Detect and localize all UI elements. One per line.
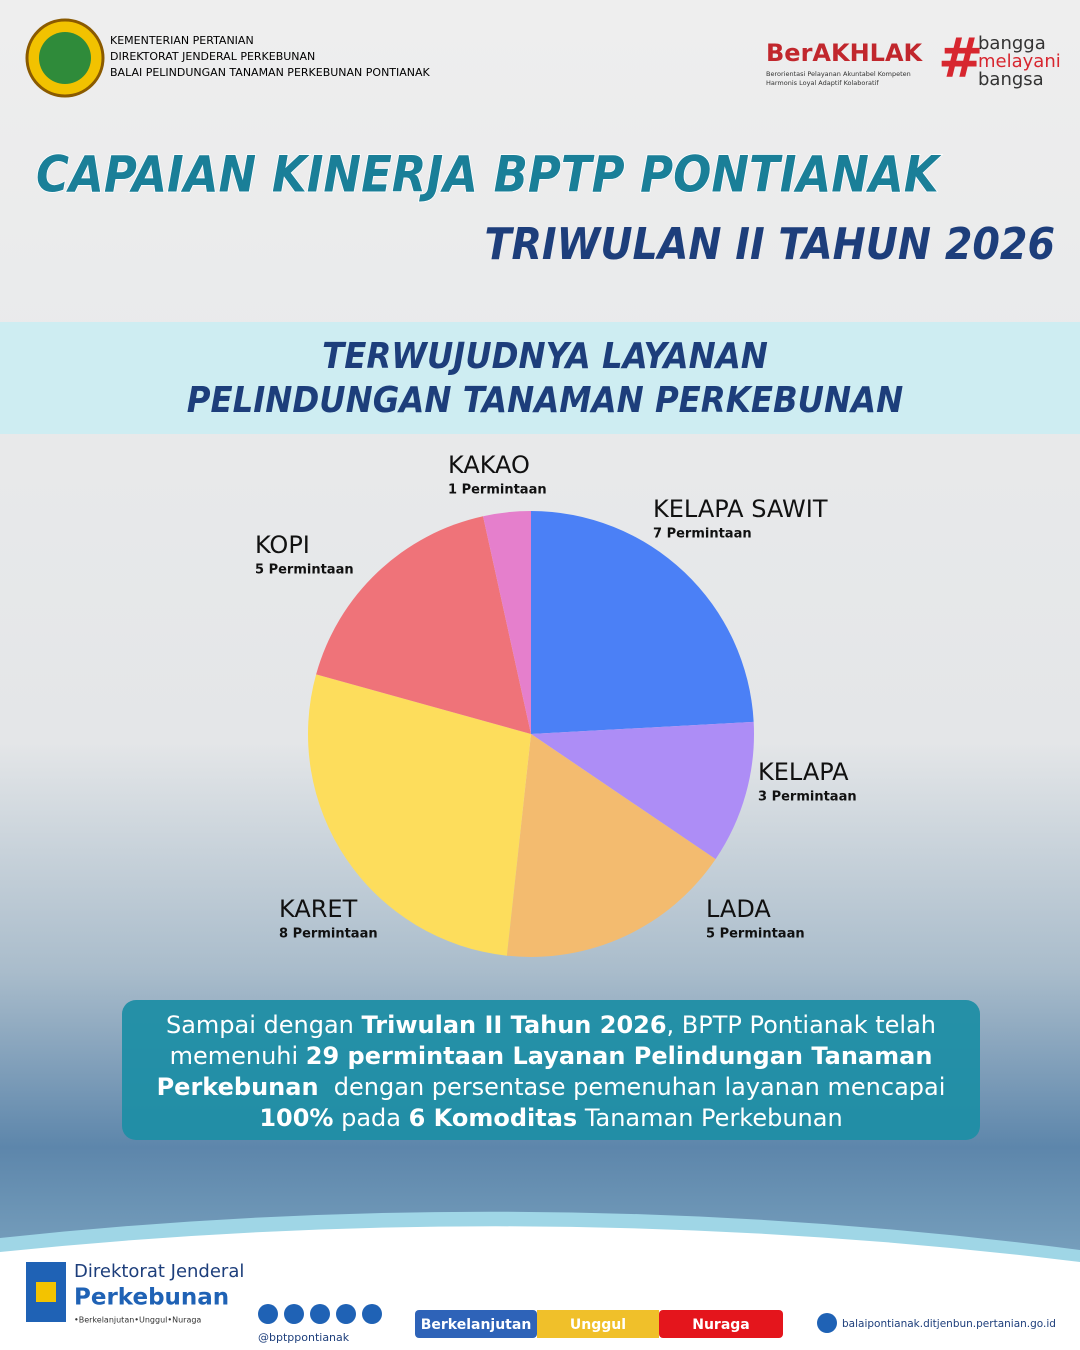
web-icon <box>817 1313 837 1333</box>
summary-line: Perkebunan dengan persentase pemenuhan l… <box>157 1073 946 1101</box>
icon[interactable] <box>310 1304 330 1324</box>
value-text: Unggul <box>570 1317 626 1333</box>
value-pill <box>537 1310 659 1338</box>
icon[interactable] <box>258 1304 278 1324</box>
summary-line: memenuhi 29 permintaan Layanan Pelindung… <box>170 1042 933 1070</box>
slice-value-label: 7 Permintaan <box>653 527 752 542</box>
slice-value-label: 5 Permintaan <box>255 563 354 578</box>
berakhlak: BerAKHLAK <box>766 39 924 67</box>
pie-slice <box>531 721 754 860</box>
icon[interactable] <box>336 1304 356 1324</box>
pie-slice <box>531 511 754 734</box>
value-pill <box>415 1310 537 1338</box>
slice-value-label: 3 Permintaan <box>758 790 857 805</box>
summary-line: 100% pada 6 Komoditas Tanaman Perkebunan <box>259 1104 842 1132</box>
handle: @bptppontianak <box>258 1331 350 1344</box>
summary-segment: , BPTP Pontianak telah <box>667 1011 936 1039</box>
icon[interactable] <box>284 1304 304 1324</box>
pie-slice <box>307 674 531 956</box>
org-tagline: •Berkelanjutan•Unggul•Nuraga <box>74 1316 201 1325</box>
footer-wave <box>0 1211 1080 1262</box>
slice-label: KARET <box>279 895 358 923</box>
slice-value-label: 8 Permintaan <box>279 927 378 942</box>
ministry-line: KEMENTERIAN PERTANIAN <box>110 34 254 47</box>
ministry-line: BALAI PELINDUNGAN TANAMAN PERKEBUNAN PON… <box>110 66 431 79</box>
value-text: Nuraga <box>692 1317 750 1333</box>
website: balaipontianak.ditjenbun.pertanian.go.id <box>842 1318 1056 1330</box>
org-name: Perkebunan <box>74 1285 229 1311</box>
summary-segment: Triwulan II Tahun 2026 <box>362 1011 667 1039</box>
title: CAPAIAN KINERJA BPTP PONTIANAK <box>36 146 942 204</box>
value-pill <box>659 1310 783 1338</box>
summary-segment: dengan persentase pemenuhan layanan menc… <box>319 1073 946 1101</box>
summary-segment: Sampai dengan <box>166 1011 362 1039</box>
slogan: bangga <box>978 33 1046 54</box>
summary-segment: Perkebunan <box>157 1073 319 1101</box>
slice-label: KELAPA <box>758 758 849 786</box>
slice-label: LADA <box>706 895 771 923</box>
slogan: melayani <box>978 51 1061 72</box>
ministry-line: DIREKTORAT JENDERAL PERKEBUNAN <box>110 50 315 63</box>
section-heading: PELINDUNGAN TANAMAN PERKEBUNAN <box>187 380 903 421</box>
pie-chart: KELAPA SAWIT 7 Permintaan KELAPA 3 Perminta… <box>255 451 857 958</box>
hash: # <box>938 27 983 90</box>
summary-box <box>122 1000 980 1140</box>
slice-label: KAKAO <box>448 451 530 479</box>
value-text: Berkelanjutan <box>421 1317 532 1333</box>
subtitle: TRIWULAN II TAHUN 2026 <box>484 219 1055 270</box>
summary-segment: 100% <box>259 1104 333 1132</box>
org-logo <box>36 1282 56 1302</box>
summary-segment: 6 Komoditas <box>409 1104 578 1132</box>
berakhlak-sub: Berorientasi Pelayanan Akuntabel Kompete… <box>766 70 911 78</box>
slogan: bangsa <box>978 69 1044 90</box>
section-heading: TERWUJUDNYA LAYANAN <box>322 336 768 377</box>
pie-slice <box>506 734 716 958</box>
slice-value-label: 5 Permintaan <box>706 927 805 942</box>
summary-line: Sampai dengan Triwulan II Tahun 2026, BP… <box>166 1011 936 1039</box>
icon[interactable] <box>362 1304 382 1324</box>
summary-segment: pada <box>333 1104 408 1132</box>
pie-slice <box>483 511 531 734</box>
org-name: Direktorat Jenderal <box>74 1261 244 1282</box>
berakhlak-sub: Harmonis Loyal Adaptif Kolaboratif <box>766 79 879 87</box>
slice-label: KOPI <box>255 531 310 559</box>
slice-value-label: 1 Permintaan <box>448 483 547 498</box>
section-band <box>0 322 1080 434</box>
slice-label: KELAPA SAWIT <box>653 495 828 523</box>
summary-segment: Tanaman Perkebunan <box>577 1104 843 1132</box>
summary: Sampai dengan Triwulan II Tahun 2026, BP… <box>157 1011 946 1132</box>
summary-segment: 29 permintaan Layanan Pelindungan Tanama… <box>306 1042 933 1070</box>
social-icons <box>258 1304 382 1324</box>
pie-slice <box>316 516 531 734</box>
summary-segment: memenuhi <box>170 1042 306 1070</box>
logo-inner <box>39 32 91 84</box>
